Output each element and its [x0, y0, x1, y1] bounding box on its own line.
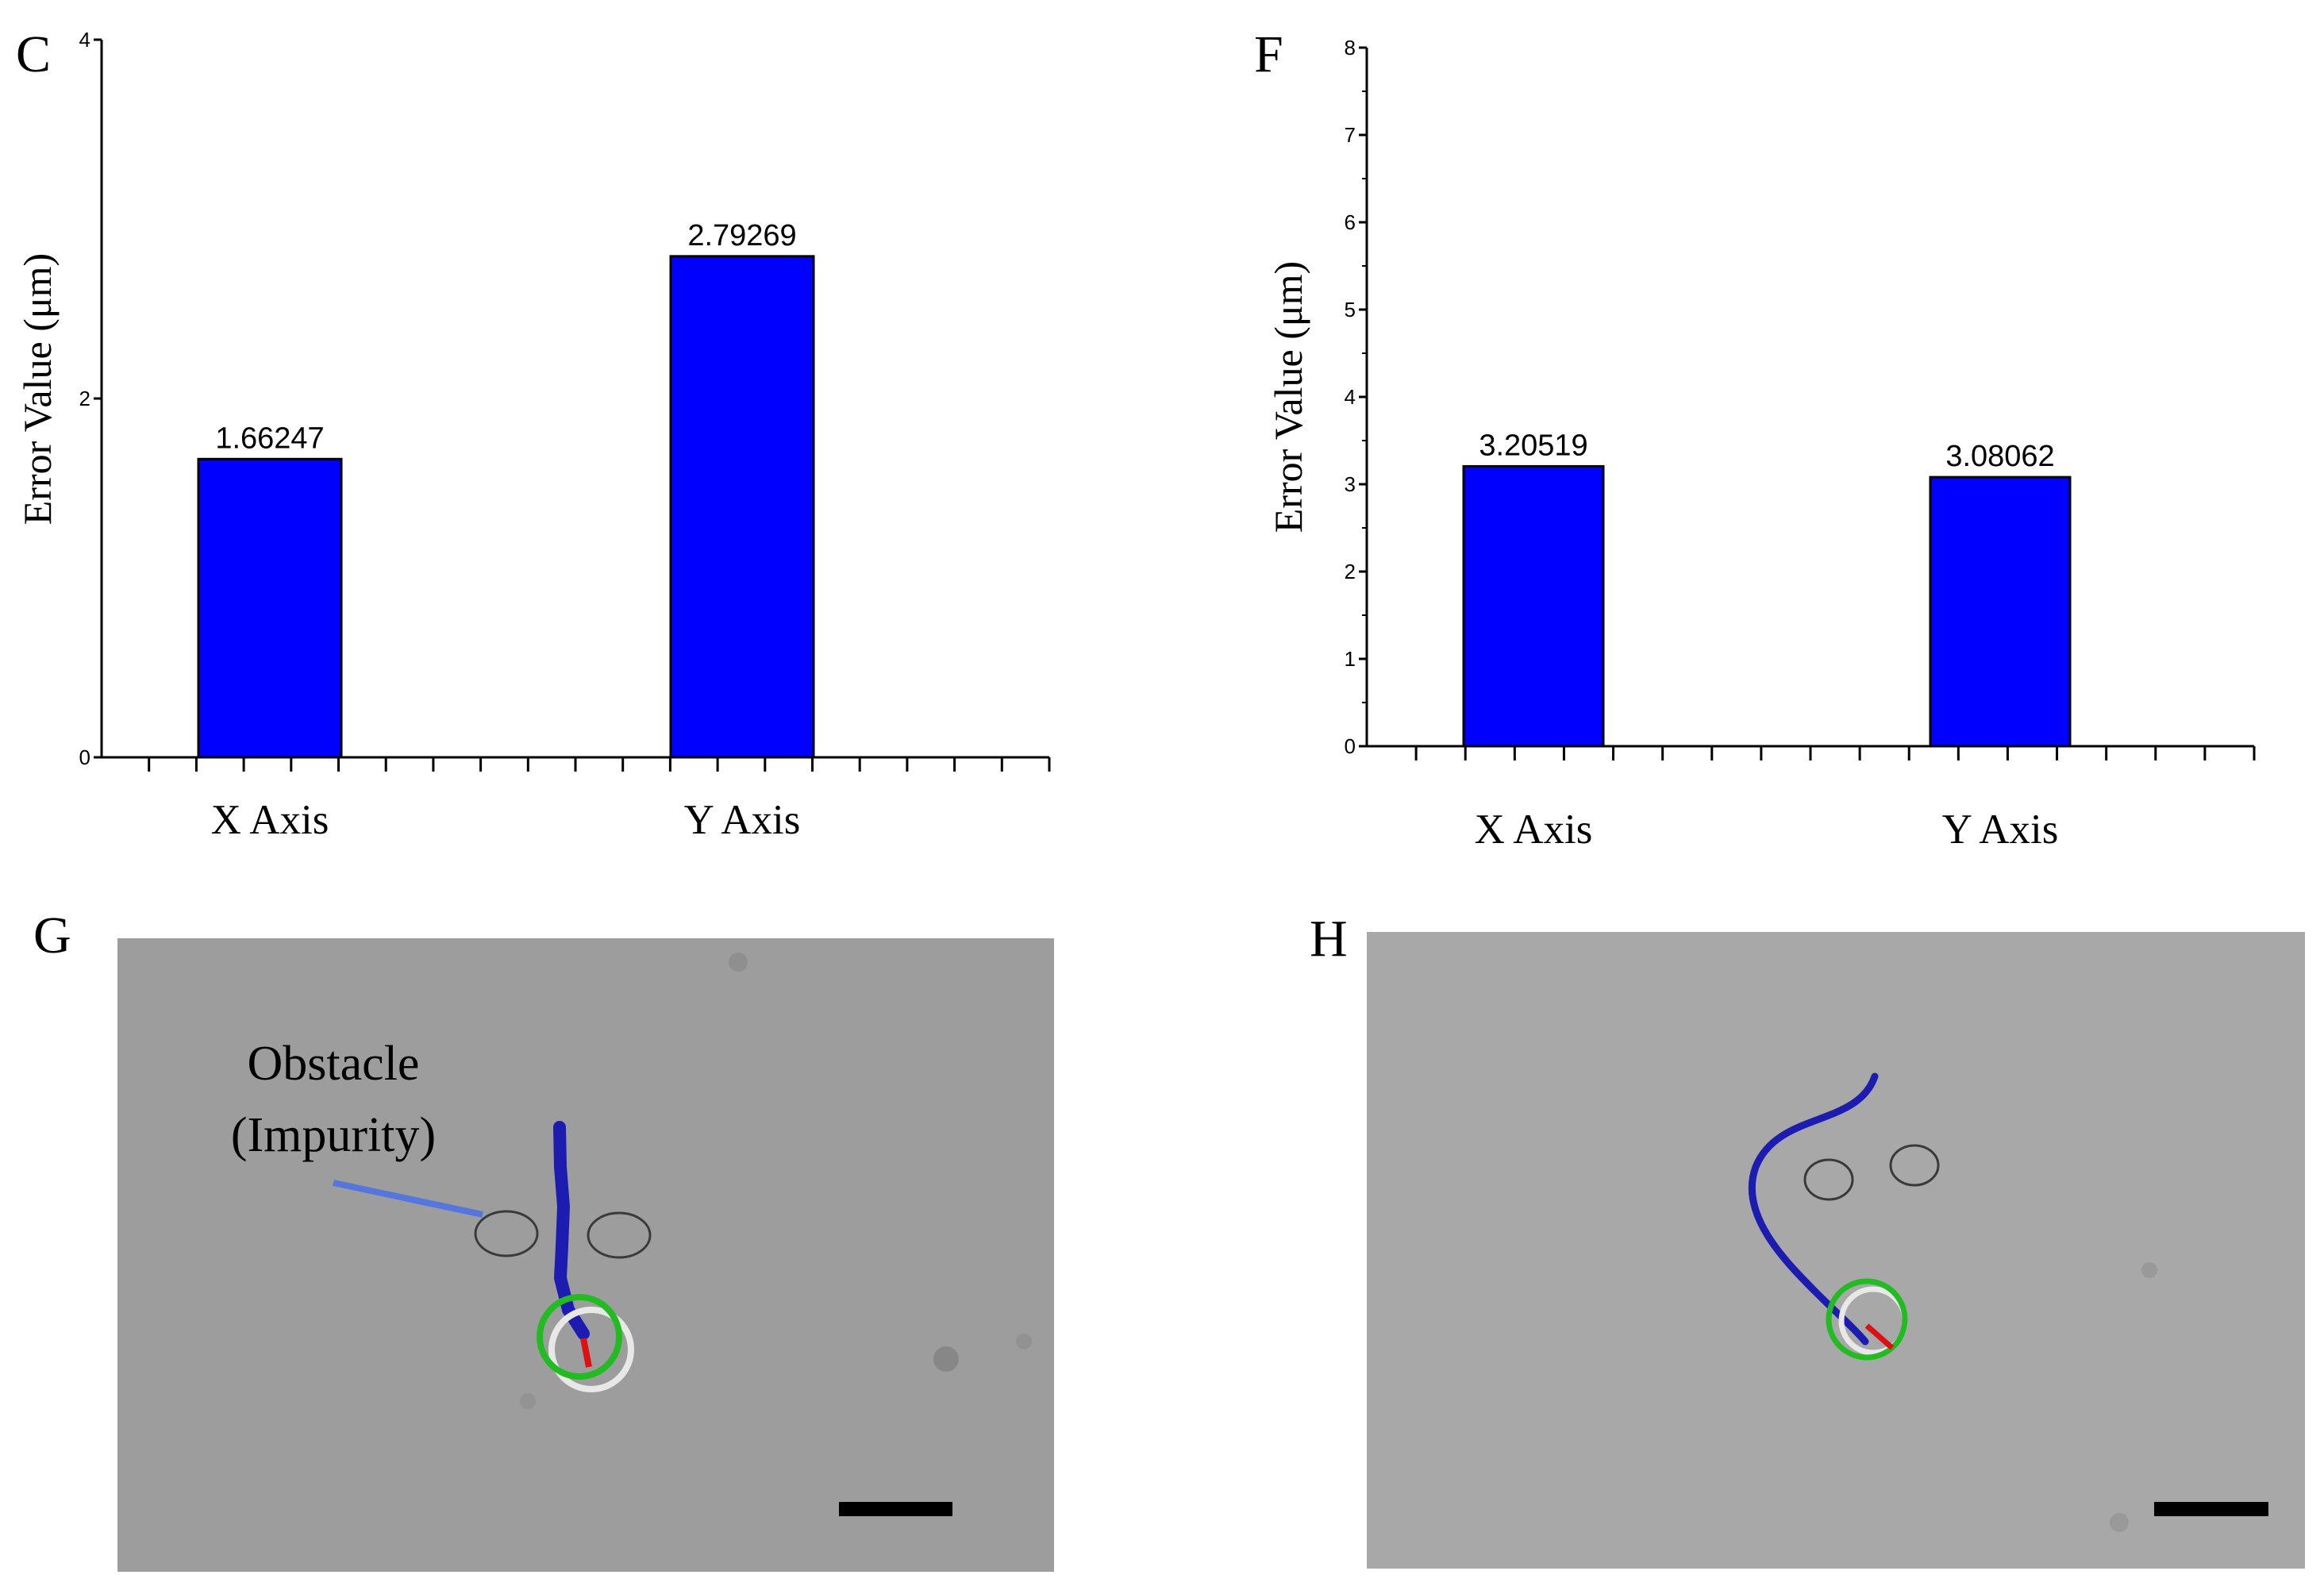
heading-indicator	[580, 1338, 592, 1368]
image-h-speck	[2110, 1513, 2129, 1532]
y-tick-label: 3	[1345, 472, 1356, 496]
image-g-speck	[933, 1346, 959, 1372]
obstacle-circle-left	[474, 1210, 539, 1257]
bar-value-label: 2.79269	[687, 219, 796, 252]
y-tick-label: 4	[1345, 385, 1356, 409]
scale-bar	[2154, 1502, 2268, 1516]
image-g-background	[117, 938, 1054, 1572]
scale-bar	[839, 1502, 952, 1516]
y-tick-label: 1	[1345, 647, 1356, 671]
chart-c-labels: 0 2 4 1.66247 X Axis 2.79269 Y Axis	[79, 28, 801, 843]
bar-y-axis	[1929, 476, 2072, 748]
obstacle-circle-left	[1803, 1158, 1854, 1201]
category-label: X Axis	[1475, 807, 1593, 853]
panel-letter-c: C	[16, 25, 51, 83]
category-label: Y Axis	[684, 797, 801, 843]
bar-value-label: 3.20519	[1479, 429, 1587, 462]
obstacle-annotation-line2: (Impurity)	[231, 1108, 436, 1162]
panel-letter-h: H	[1310, 910, 1348, 968]
chart-f: Error Value (μm) 0 1 2 3 4 5 6 7 8 3.20519 X Axis 3…	[1266, 36, 2256, 853]
bar-x-axis	[197, 457, 343, 759]
chart-c-bars	[197, 255, 815, 759]
obstacle-circle-right	[1889, 1144, 1940, 1187]
y-tick-label: 2	[79, 387, 90, 410]
bar-value-label: 1.66247	[215, 422, 324, 455]
image-h-speck	[2141, 1262, 2157, 1278]
microrobot-halo	[548, 1307, 634, 1392]
y-tick-label: 8	[1345, 36, 1356, 60]
chart-c: Error Value (μm) 0 2 4 1.66247 X Axis 2.79269…	[15, 28, 1051, 843]
image-h-background	[1367, 932, 2305, 1569]
y-tick-label: 5	[1345, 298, 1356, 321]
image-g-speck	[520, 1393, 536, 1409]
obstacle-circle-right	[587, 1211, 652, 1259]
image-h	[1367, 932, 2305, 1569]
trajectory-path	[553, 1121, 590, 1340]
y-tick-label: 4	[79, 28, 90, 52]
heading-indicator	[1864, 1323, 1895, 1350]
target-ring	[537, 1294, 622, 1380]
image-g-speck	[1016, 1334, 1032, 1350]
y-tick-label: 2	[1345, 560, 1356, 583]
chart-f-bars	[1462, 464, 2072, 748]
y-tick-label: 7	[1345, 123, 1356, 147]
obstacle-annotation-line1: Obstacle	[248, 1037, 420, 1091]
image-g: Obstacle (Impurity)	[117, 938, 1054, 1572]
image-g-speck	[729, 953, 748, 972]
category-label: X Axis	[211, 797, 329, 843]
chart-c-y-axis-label: Error Value (μm)	[15, 253, 60, 525]
category-label: Y Axis	[1942, 807, 2059, 853]
bar-value-label: 3.08062	[1945, 440, 2054, 473]
panel-letter-f: F	[1254, 25, 1283, 83]
y-tick-label: 0	[1345, 734, 1356, 758]
chart-f-y-axis-label: Error Value (μm)	[1266, 261, 1310, 533]
y-tick-label: 0	[79, 745, 90, 769]
bar-x-axis	[1462, 464, 1605, 748]
panel-letter-g: G	[33, 907, 71, 964]
target-ring	[1826, 1278, 1908, 1361]
obstacle-pointer-line	[333, 1180, 483, 1218]
trajectory-path	[1748, 1072, 1879, 1346]
y-tick-label: 6	[1345, 210, 1356, 234]
chart-f-labels: 0 1 2 3 4 5 6 7 8 3.20519 X Axis 3.08062 Y Axis	[1345, 36, 2059, 853]
bar-y-axis	[669, 255, 815, 759]
